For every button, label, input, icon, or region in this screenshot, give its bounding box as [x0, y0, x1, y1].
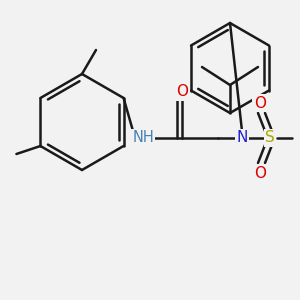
Text: O: O	[176, 85, 188, 100]
Text: N: N	[236, 130, 248, 146]
Text: O: O	[254, 166, 266, 181]
Text: NH: NH	[132, 130, 154, 146]
Text: S: S	[265, 130, 275, 146]
Text: O: O	[254, 95, 266, 110]
